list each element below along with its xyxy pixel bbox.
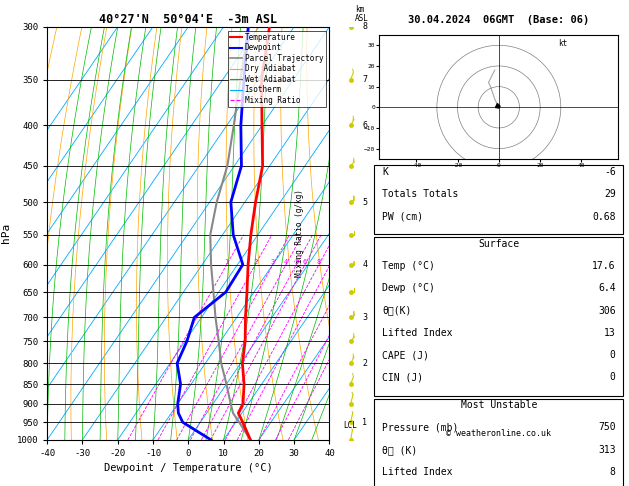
Text: θᴇ(K): θᴇ(K) xyxy=(382,306,411,315)
Text: 3: 3 xyxy=(362,313,367,322)
Text: 0: 0 xyxy=(610,350,616,360)
Text: 2: 2 xyxy=(362,359,367,368)
Text: 6.4: 6.4 xyxy=(598,283,616,293)
Text: 5: 5 xyxy=(362,197,367,207)
Text: 4: 4 xyxy=(362,260,367,269)
Text: 0: 0 xyxy=(610,372,616,382)
Text: 8: 8 xyxy=(362,22,367,31)
Text: CAPE (J): CAPE (J) xyxy=(382,350,429,360)
Text: Most Unstable: Most Unstable xyxy=(460,400,537,410)
Text: 17.6: 17.6 xyxy=(592,261,616,271)
Text: © weatheronline.co.uk: © weatheronline.co.uk xyxy=(447,429,552,438)
Text: 313: 313 xyxy=(598,445,616,455)
Text: 5: 5 xyxy=(294,259,299,264)
Text: Lifted Index: Lifted Index xyxy=(382,467,452,477)
Text: 306: 306 xyxy=(598,306,616,315)
Text: 2: 2 xyxy=(253,259,257,264)
Text: 1: 1 xyxy=(225,259,229,264)
Text: 29: 29 xyxy=(604,190,616,199)
Text: Dewp (°C): Dewp (°C) xyxy=(382,283,435,293)
Text: 13: 13 xyxy=(604,328,616,338)
Text: PW (cm): PW (cm) xyxy=(382,212,423,222)
Y-axis label: hPa: hPa xyxy=(1,223,11,243)
Text: Totals Totals: Totals Totals xyxy=(382,190,459,199)
Bar xyxy=(374,238,623,396)
Text: θᴇ (K): θᴇ (K) xyxy=(382,445,417,455)
X-axis label: Dewpoint / Temperature (°C): Dewpoint / Temperature (°C) xyxy=(104,464,273,473)
Text: km
ASL: km ASL xyxy=(355,4,369,22)
Text: Lifted Index: Lifted Index xyxy=(382,328,452,338)
Text: LCL: LCL xyxy=(343,421,357,430)
Bar xyxy=(374,399,623,486)
Bar xyxy=(374,165,623,234)
Text: CIN (J): CIN (J) xyxy=(382,372,423,382)
Title: 40°27'N  50°04'E  -3m ASL: 40°27'N 50°04'E -3m ASL xyxy=(99,13,277,26)
Text: Mixing Ratio (g/kg): Mixing Ratio (g/kg) xyxy=(296,190,304,277)
Text: -6: -6 xyxy=(604,167,616,177)
Title: 30.04.2024  06GMT  (Base: 06): 30.04.2024 06GMT (Base: 06) xyxy=(408,15,589,25)
Text: Pressure (mb): Pressure (mb) xyxy=(382,422,459,433)
Text: Temp (°C): Temp (°C) xyxy=(382,261,435,271)
Text: 8: 8 xyxy=(610,467,616,477)
Text: 7: 7 xyxy=(362,75,367,84)
Text: K: K xyxy=(382,167,388,177)
Legend: Temperature, Dewpoint, Parcel Trajectory, Dry Adiabat, Wet Adiabat, Isotherm, Mi: Temperature, Dewpoint, Parcel Trajectory… xyxy=(228,31,326,107)
Text: 0.68: 0.68 xyxy=(592,212,616,222)
Text: 1: 1 xyxy=(362,418,367,427)
Text: Surface: Surface xyxy=(478,239,520,249)
Text: 3: 3 xyxy=(271,259,275,264)
Text: 6: 6 xyxy=(303,259,307,264)
Text: 6: 6 xyxy=(362,121,367,130)
Text: 750: 750 xyxy=(598,422,616,433)
Text: 8: 8 xyxy=(317,259,321,264)
Text: 4: 4 xyxy=(284,259,288,264)
